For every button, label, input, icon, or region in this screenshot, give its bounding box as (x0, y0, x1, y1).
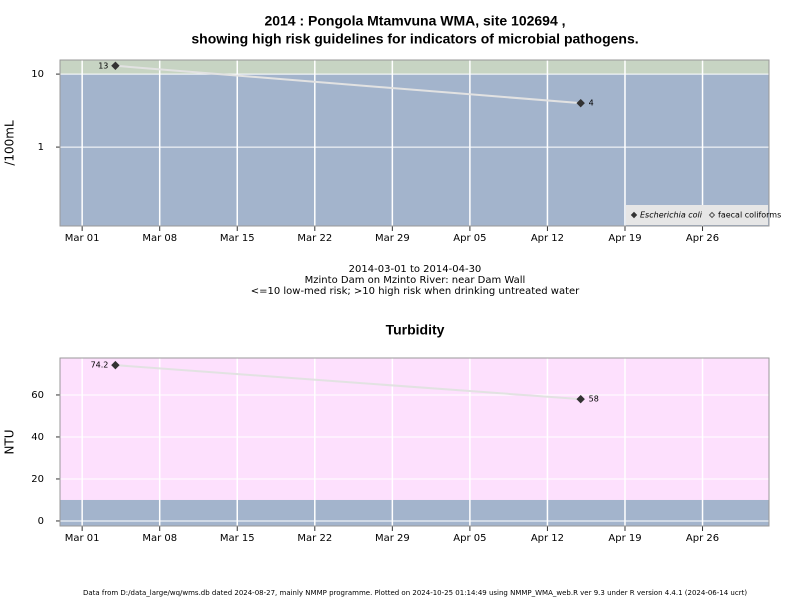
x-tick-label: Apr 12 (531, 533, 564, 544)
data-label: 4 (589, 99, 594, 108)
note: <=10 low-med risk; >10 high risk when dr… (251, 286, 580, 297)
data-point (111, 360, 120, 370)
x-tick-label: Mar 15 (220, 233, 255, 244)
data-point (111, 61, 120, 70)
y-tick-label: 20 (31, 474, 44, 485)
data-label: 58 (589, 395, 599, 404)
x-tick-label: Mar 29 (375, 233, 410, 244)
y-tick-label: 10 (31, 69, 44, 80)
x-tick-label: Mar 22 (297, 533, 332, 544)
plot-frame (59, 59, 770, 227)
y-tick-label: 0 (38, 516, 44, 527)
x-tick-label: Mar 01 (65, 533, 100, 544)
x-tick-label: Apr 19 (608, 233, 641, 244)
chart-title: 2014 : Pongola Mtamvuna WMA, site 102694… (264, 13, 565, 29)
x-tick-label: Apr 26 (686, 233, 719, 244)
zone-below (60, 499, 769, 526)
y-tick-label: 1 (38, 142, 44, 153)
chart-title: showing high risk guidelines for indicat… (191, 31, 638, 47)
legend-marker (630, 211, 638, 219)
series-line (115, 364, 581, 401)
note: Mzinto Dam on Mzinto River: near Dam Wal… (305, 275, 526, 286)
x-tick-label: Apr 19 (608, 533, 641, 544)
x-tick-label: Apr 05 (453, 233, 486, 244)
legend-marker (708, 211, 716, 219)
zone-below (60, 74, 769, 226)
zone-above (60, 60, 769, 75)
data-label: 13 (98, 61, 108, 70)
x-tick-label: Apr 05 (453, 533, 486, 544)
zone-above (60, 358, 769, 500)
x-tick-label: Mar 01 (65, 233, 100, 244)
series-line (115, 64, 581, 105)
data-label: 74.2 (91, 361, 109, 370)
x-tick-label: Mar 29 (375, 533, 410, 544)
chart-title: Turbidity (386, 322, 445, 338)
data-point (576, 98, 585, 108)
y-tick-label: 60 (31, 390, 44, 401)
legend-label: faecal coliforms (718, 211, 781, 220)
legend-label: Escherichia coli (640, 211, 703, 220)
note: 2014-03-01 to 2014-04-30 (349, 264, 482, 275)
y-axis-label: /100mL (3, 120, 17, 166)
legend-box (626, 205, 768, 225)
data-point (576, 394, 585, 404)
footer: Data from D:/data_large/wq/wms.db dated … (83, 589, 747, 597)
x-tick-label: Mar 22 (297, 233, 332, 244)
x-tick-label: Apr 26 (686, 533, 719, 544)
y-tick-label: 40 (31, 432, 44, 443)
y-axis-label: NTU (3, 429, 17, 454)
x-tick-label: Apr 12 (531, 233, 564, 244)
x-tick-label: Mar 08 (142, 533, 177, 544)
x-tick-label: Mar 08 (142, 233, 177, 244)
x-tick-label: Mar 15 (220, 533, 255, 544)
plot-frame (59, 357, 770, 527)
